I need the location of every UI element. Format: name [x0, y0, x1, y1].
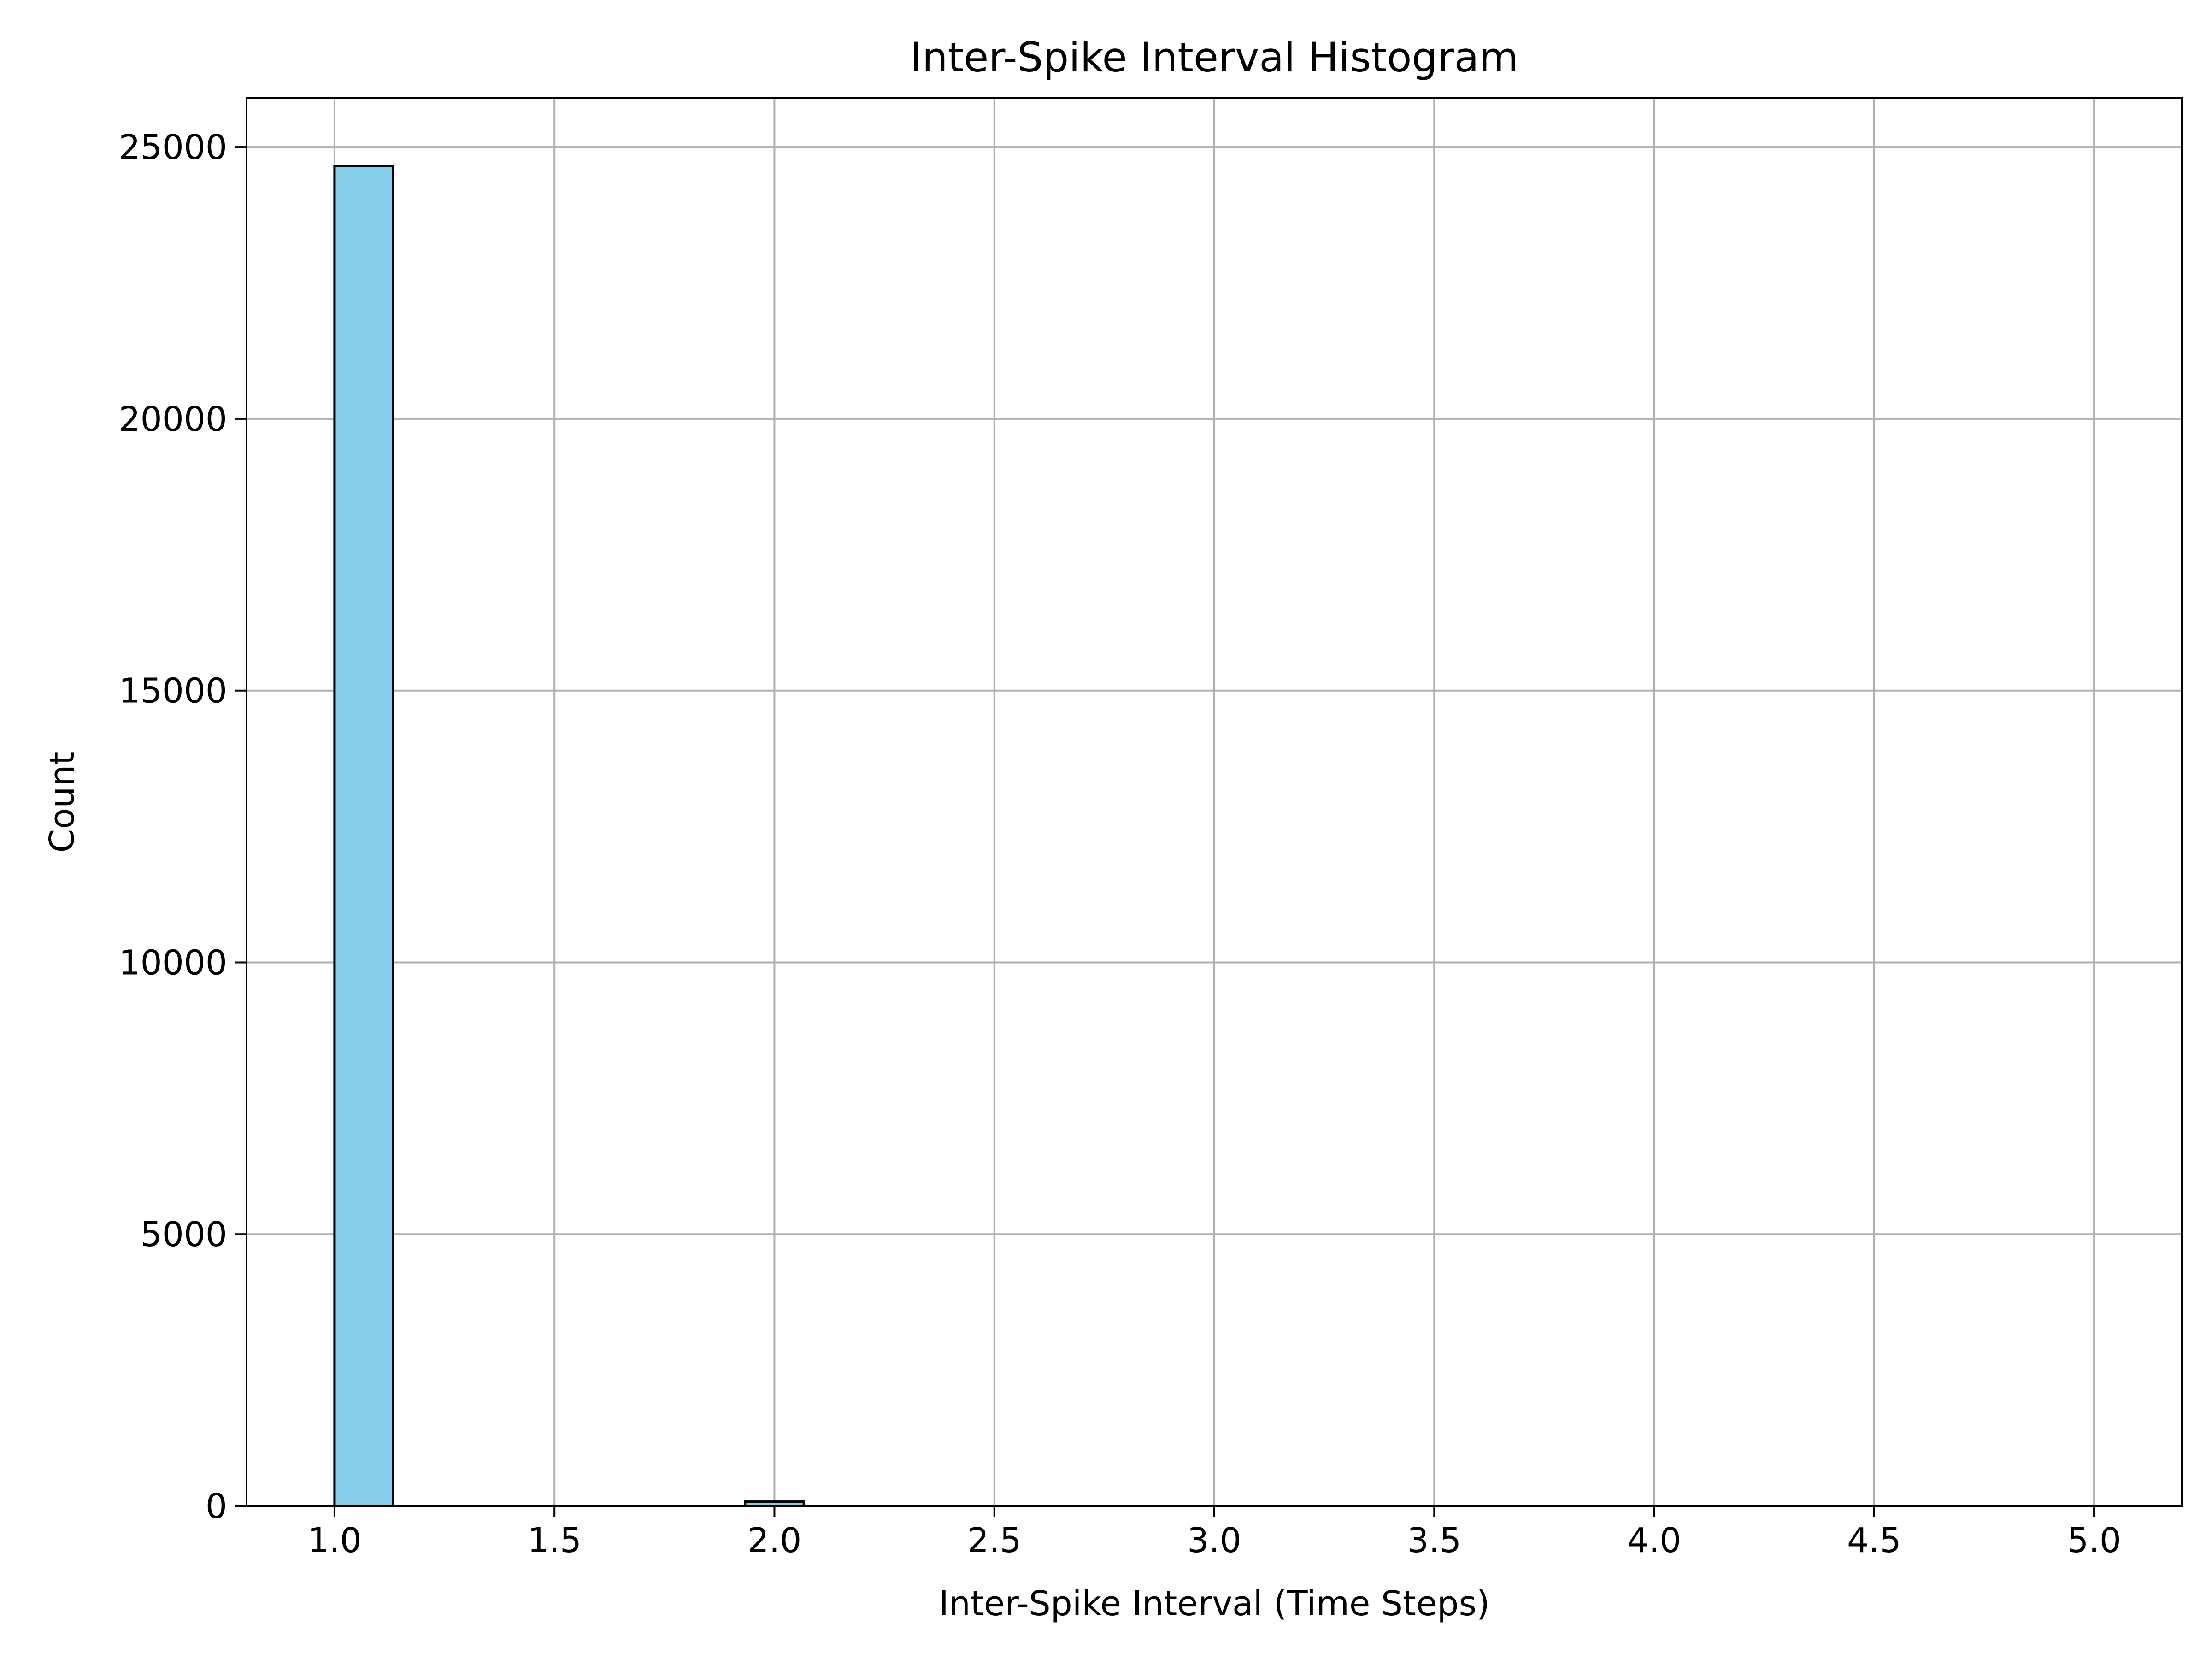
chart-title: Inter-Spike Interval Histogram — [910, 34, 1518, 81]
x-axis-label: Inter-Spike Interval (Time Steps) — [939, 1584, 1490, 1624]
y-tick-label-4: 20000 — [119, 400, 227, 439]
y-axis-ticks: 0 5000 10000 15000 20000 25000 — [119, 128, 247, 1526]
histogram-bar-0 — [333, 165, 394, 1507]
histogram-bars — [333, 165, 805, 1507]
y-tick-label-3: 15000 — [119, 671, 227, 711]
y-tick-label-0: 0 — [206, 1487, 227, 1526]
x-tick-label-7: 4.5 — [1847, 1521, 1901, 1560]
x-axis-ticks: 1.0 1.5 2.0 2.5 3.0 3.5 4.0 4.5 5.0 — [307, 1506, 2121, 1560]
x-tick-label-8: 5.0 — [2067, 1521, 2121, 1560]
x-tick-label-0: 1.0 — [307, 1521, 362, 1560]
x-tick-label-6: 4.0 — [1627, 1521, 1682, 1560]
x-tick-label-3: 2.5 — [967, 1521, 1022, 1560]
y-tick-label-1: 5000 — [141, 1215, 227, 1254]
y-tick-label-5: 25000 — [119, 128, 227, 167]
x-tick-label-4: 3.0 — [1187, 1521, 1241, 1560]
x-tick-label-5: 3.5 — [1407, 1521, 1461, 1560]
grid-lines — [247, 98, 2182, 1507]
y-axis-label: Count — [42, 752, 82, 853]
x-tick-label-2: 2.0 — [747, 1521, 802, 1560]
x-tick-label-1: 1.5 — [527, 1521, 582, 1560]
y-tick-label-2: 10000 — [119, 943, 227, 982]
